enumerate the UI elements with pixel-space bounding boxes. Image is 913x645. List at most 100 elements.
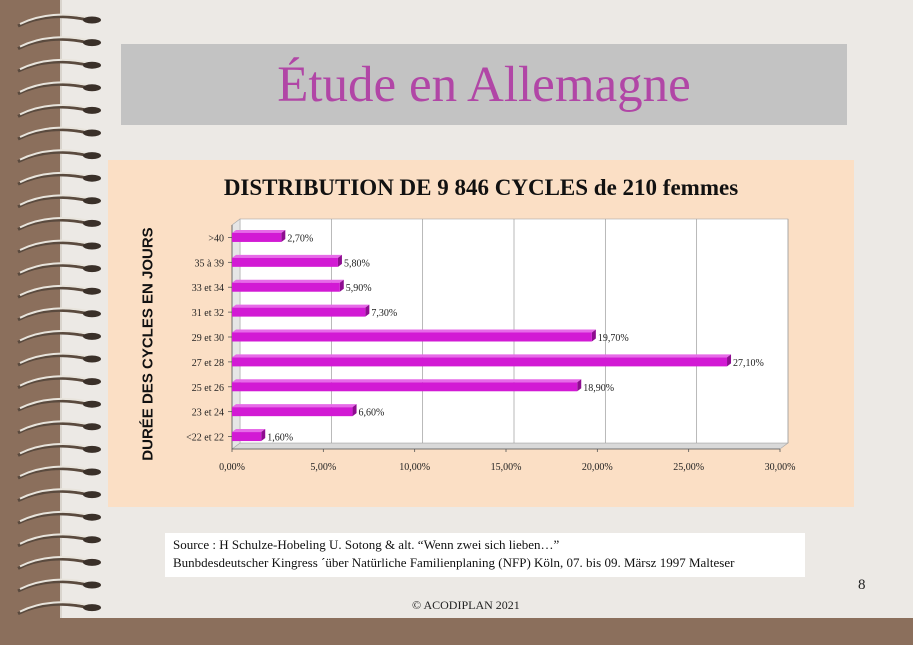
bar-top [232, 404, 357, 408]
spiral-ring-highlight [19, 465, 91, 477]
spiral-ring-highlight [19, 262, 91, 274]
spiral-hole [83, 400, 101, 408]
spiral-hole [83, 287, 101, 295]
data-label: 6,60% [359, 408, 385, 419]
spiral-ring [17, 602, 89, 615]
bar [232, 357, 728, 367]
spiral-ring [17, 15, 89, 28]
spiral-ring [17, 286, 89, 299]
spiral-hole [83, 378, 101, 386]
spiral-hole [83, 61, 101, 69]
data-label: 5,80% [344, 258, 370, 269]
chart-title: DISTRIBUTION DE 9 846 CYCLES de 210 femm… [223, 175, 739, 200]
spiral-hole [83, 197, 101, 205]
spiral-ring-highlight [19, 556, 91, 568]
spiral-ring [17, 354, 89, 367]
spiral-hole [83, 423, 101, 431]
title-box: Étude en Allemagne [121, 44, 847, 125]
y-tick-label: 31 et 32 [192, 308, 224, 319]
spiral-hole [83, 536, 101, 544]
spiral-binding [17, 13, 101, 615]
spiral-ring [17, 60, 89, 73]
spiral-ring [17, 489, 89, 502]
y-tick-label: 29 et 30 [192, 333, 224, 344]
spiral-ring [17, 580, 89, 593]
bar-top [232, 279, 344, 283]
spiral-ring-highlight [19, 330, 91, 342]
data-label: 18,90% [583, 383, 614, 394]
spiral-hole [83, 310, 101, 318]
spiral-ring-highlight [19, 601, 91, 613]
source-line-1: Source : H Schulze-Hobeling U. Sotong & … [173, 537, 560, 552]
bar-side [577, 379, 582, 392]
spiral-ring-highlight [19, 420, 91, 432]
x-tick-label: 15,00% [491, 462, 522, 473]
x-tick-label: 5,00% [310, 462, 336, 473]
spiral-ring [17, 195, 89, 209]
spiral-ring [17, 399, 89, 412]
y-tick-label: >40 [208, 233, 224, 244]
spiral-ring-highlight [19, 397, 91, 410]
spiral-hole [83, 219, 101, 227]
spiral-ring-highlight [19, 171, 91, 184]
bar-top [232, 379, 582, 383]
bar-side [727, 354, 732, 367]
spiral-hole [83, 265, 101, 273]
spiral-hole [83, 445, 101, 453]
spiral-ring-highlight [19, 375, 91, 387]
data-label: 5,90% [346, 283, 372, 294]
spiral-ring-highlight [19, 239, 91, 251]
spiral-ring-highlight [19, 13, 91, 25]
spiral-hole [83, 152, 101, 160]
data-label: 7,30% [371, 308, 397, 319]
spiral-hole [83, 581, 101, 589]
spiral-ring [17, 173, 89, 186]
bar-side [365, 304, 370, 317]
y-tick-label: <22 et 22 [186, 433, 224, 444]
spiral-ring [17, 467, 89, 480]
slide-title: Étude en Allemagne [277, 56, 691, 113]
bar [232, 382, 578, 392]
spiral-ring [17, 512, 89, 525]
spiral-ring-highlight [19, 104, 91, 116]
spiral-ring [17, 128, 89, 141]
spiral-ring-highlight [19, 578, 91, 590]
spiral-ring [17, 82, 89, 96]
bar-top [232, 304, 370, 308]
spiral-hole [83, 39, 101, 47]
bar [232, 232, 282, 242]
x-tick-label: 30,00% [765, 462, 796, 473]
data-label: 2,70% [287, 233, 313, 244]
spiral-ring [17, 37, 89, 50]
y-tick-label: 33 et 34 [192, 283, 224, 294]
spiral-ring [17, 421, 89, 435]
page-number: 8 [858, 577, 866, 593]
spiral-hole [83, 468, 101, 476]
x-tick-label: 0,00% [219, 462, 245, 473]
spiral-ring [17, 241, 89, 254]
y-tick-label: 35 à 39 [195, 258, 224, 269]
spiral-ring [17, 534, 89, 548]
spiral-hole [83, 355, 101, 363]
spiral-ring-highlight [19, 149, 91, 161]
spiral-ring [17, 263, 89, 276]
spiral-ring [17, 331, 89, 344]
x-tick-label: 20,00% [582, 462, 613, 473]
spiral-ring-highlight [19, 194, 91, 206]
bar [232, 257, 338, 267]
data-label: 27,10% [733, 358, 764, 369]
spiral-hole [83, 129, 101, 137]
bar [232, 432, 262, 442]
bar-top [232, 329, 596, 333]
spiral-ring [17, 376, 89, 389]
bar-top [232, 254, 342, 258]
y-tick-label: 27 et 28 [192, 358, 224, 369]
spiral-ring-highlight [19, 58, 91, 71]
bar-top [232, 229, 286, 233]
data-label: 19,70% [598, 333, 629, 344]
spiral-ring-highlight [19, 81, 91, 93]
spiral-hole [83, 16, 101, 24]
x-tick-label: 10,00% [399, 462, 430, 473]
spiral-hole [83, 332, 101, 340]
